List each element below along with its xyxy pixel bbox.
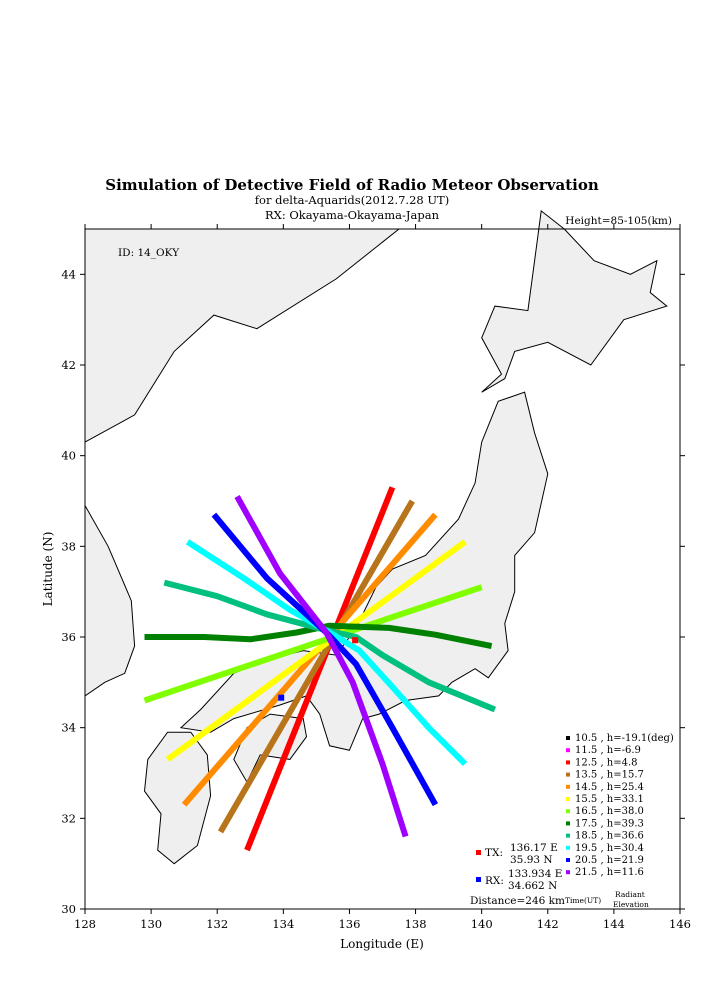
legend-swatch-2 (566, 760, 570, 765)
station-markers (278, 637, 359, 701)
rx-station-line: RX: Okayama-Okayama-Japan (265, 208, 440, 222)
legend-entry-10: 20.5 , h=21.9 (575, 855, 644, 866)
legend-entry-7: 17.5 , h=39.3 (575, 818, 644, 829)
height-label: Height=85-105(km) (565, 215, 672, 227)
x-tick-label: 144 (603, 917, 625, 931)
chart-title: Simulation of Detective Field of Radio M… (105, 176, 599, 194)
tx-marker-swatch (476, 850, 481, 855)
plot-area (84, 209, 681, 910)
legend-elevation-label: Elevation (613, 900, 649, 909)
legend-radiant-label: Radiant (615, 890, 645, 899)
rx-label: RX: (485, 875, 504, 887)
rx-marker-swatch (476, 877, 481, 882)
x-tick-label: 134 (272, 917, 294, 931)
legend-swatch-6 (566, 809, 570, 814)
legend-entry-1: 11.5 , h=-6.9 (575, 745, 641, 756)
tx-lat: 35.93 N (510, 854, 553, 866)
legend-swatch-7 (566, 821, 570, 826)
x-tick-label: 140 (471, 917, 493, 931)
legend-swatch-4 (566, 784, 570, 789)
legend-entry-4: 14.5 , h=25.4 (575, 782, 644, 793)
y-tick-label: 32 (61, 811, 76, 825)
detection-tracks (143, 486, 497, 852)
tx-lon: 136.17 E (510, 842, 558, 854)
land-masses (84, 209, 668, 865)
x-tick-label: 130 (140, 917, 162, 931)
x-tick-label: 138 (405, 917, 427, 931)
x-axis-label: Longitude (E) (340, 937, 424, 951)
x-tick-label: 136 (338, 917, 360, 931)
legend-time-label: Time(UT) (565, 896, 601, 905)
track-5 (165, 539, 467, 762)
y-tick-label: 36 (61, 630, 76, 644)
track-3 (217, 499, 415, 834)
rx-lon: 133.934 E (508, 868, 562, 880)
legend-swatch-3 (566, 772, 570, 777)
x-tick-label: 142 (537, 917, 559, 931)
legend-entry-6: 16.5 , h=38.0 (575, 806, 644, 817)
rx-lat: 34.662 N (508, 880, 557, 892)
y-axis: 30 32 34 36 38 40 42 44 (61, 267, 685, 916)
chart-subtitle: for delta-Aquarids(2012.7.28 UT) (255, 193, 449, 207)
y-tick-label: 38 (61, 539, 76, 553)
legend-entry-2: 12.5 , h=4.8 (575, 757, 638, 768)
x-tick-label: 128 (74, 917, 96, 931)
legend-entry-0: 10.5 , h=-19.1(deg) (575, 733, 674, 744)
legend-swatch-0 (566, 736, 570, 740)
track-9 (185, 539, 468, 767)
legend-swatch-11 (566, 870, 570, 875)
distance-label: Distance=246 km (470, 895, 565, 907)
tx-label: TX: (485, 847, 503, 859)
legend-swatch-1 (566, 748, 570, 753)
y-tick-label: 34 (61, 721, 76, 735)
legend-entry-5: 15.5 , h=33.1 (575, 794, 644, 805)
track-6 (143, 584, 483, 704)
x-tick-label: 146 (669, 917, 691, 931)
plot-frame (84, 228, 681, 910)
track-10 (211, 512, 439, 807)
legend-swatch-9 (566, 845, 570, 850)
legend-swatch-8 (566, 833, 570, 838)
rx-station-marker (278, 694, 285, 701)
tx-station-marker (352, 637, 359, 644)
y-tick-label: 30 (61, 902, 76, 916)
track-4 (181, 512, 438, 807)
id-label: ID: 14_OKY (118, 247, 180, 259)
legend-swatch-10 (566, 858, 570, 862)
track-2 (244, 486, 396, 852)
japan-kyushu-land (143, 731, 212, 865)
y-axis-label: Latitude (N) (41, 532, 55, 607)
japan-hokkaido-land (481, 209, 668, 393)
legend-entry-9: 19.5 , h=30.4 (575, 843, 644, 854)
x-axis: 128 130 132 134 136 138 140 142 144 146 (74, 224, 691, 931)
y-tick-label: 44 (61, 267, 76, 281)
legend-entry-11: 21.5 , h=11.6 (575, 867, 644, 878)
korea-land (84, 503, 136, 697)
legend-swatch-5 (566, 797, 570, 801)
legend: 10.5 , h=-19.1(deg)11.5 , h=-6.912.5 , h… (566, 733, 674, 878)
y-tick-label: 42 (61, 358, 76, 372)
legend-entry-3: 13.5 , h=15.7 (575, 770, 644, 781)
x-tick-label: 132 (206, 917, 228, 931)
track-8 (163, 579, 497, 713)
y-tick-label: 40 (61, 449, 76, 463)
track-11 (234, 495, 409, 838)
legend-entry-8: 18.5 , h=36.6 (575, 831, 644, 842)
